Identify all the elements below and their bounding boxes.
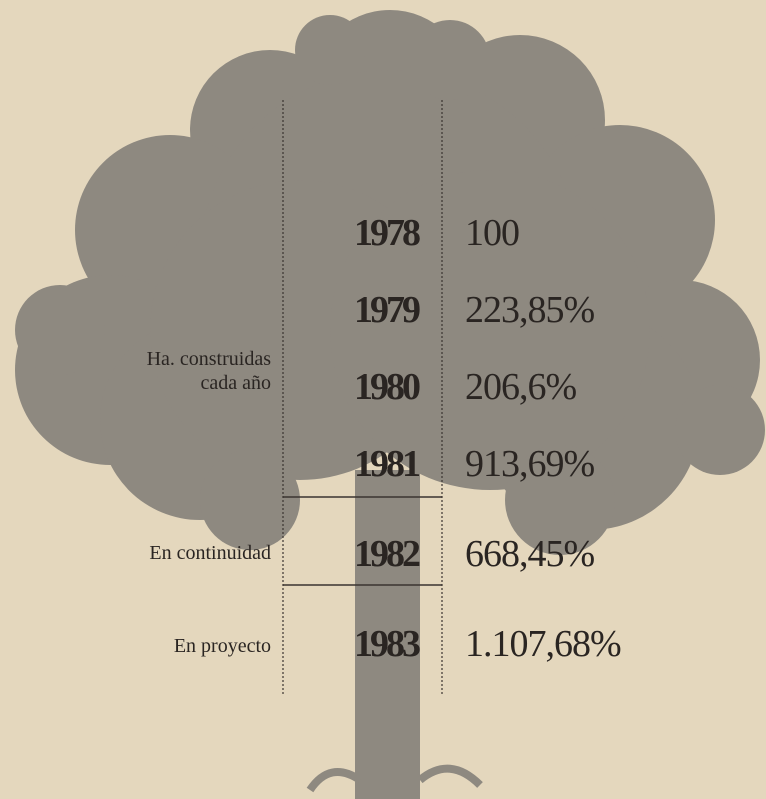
- year: 1982: [354, 535, 418, 573]
- value: 668,45%: [465, 535, 594, 573]
- group-label-line: Ha. construidas: [147, 348, 271, 370]
- year: 1981: [354, 445, 418, 483]
- group-label: En proyecto: [174, 634, 271, 658]
- year: 1980: [354, 368, 418, 406]
- year: 1979: [354, 291, 418, 329]
- value: 1.107,68%: [465, 625, 621, 663]
- year: 1983: [354, 625, 418, 663]
- page: Ha. construidascada año En continuidad E…: [0, 0, 766, 799]
- value: 100: [465, 214, 519, 252]
- value: 206,6%: [465, 368, 576, 406]
- group-label-line: cada año: [200, 372, 271, 394]
- group-label: En continuidad: [149, 541, 271, 565]
- value: 223,85%: [465, 291, 594, 329]
- value: 913,69%: [465, 445, 594, 483]
- year: 1978: [354, 214, 418, 252]
